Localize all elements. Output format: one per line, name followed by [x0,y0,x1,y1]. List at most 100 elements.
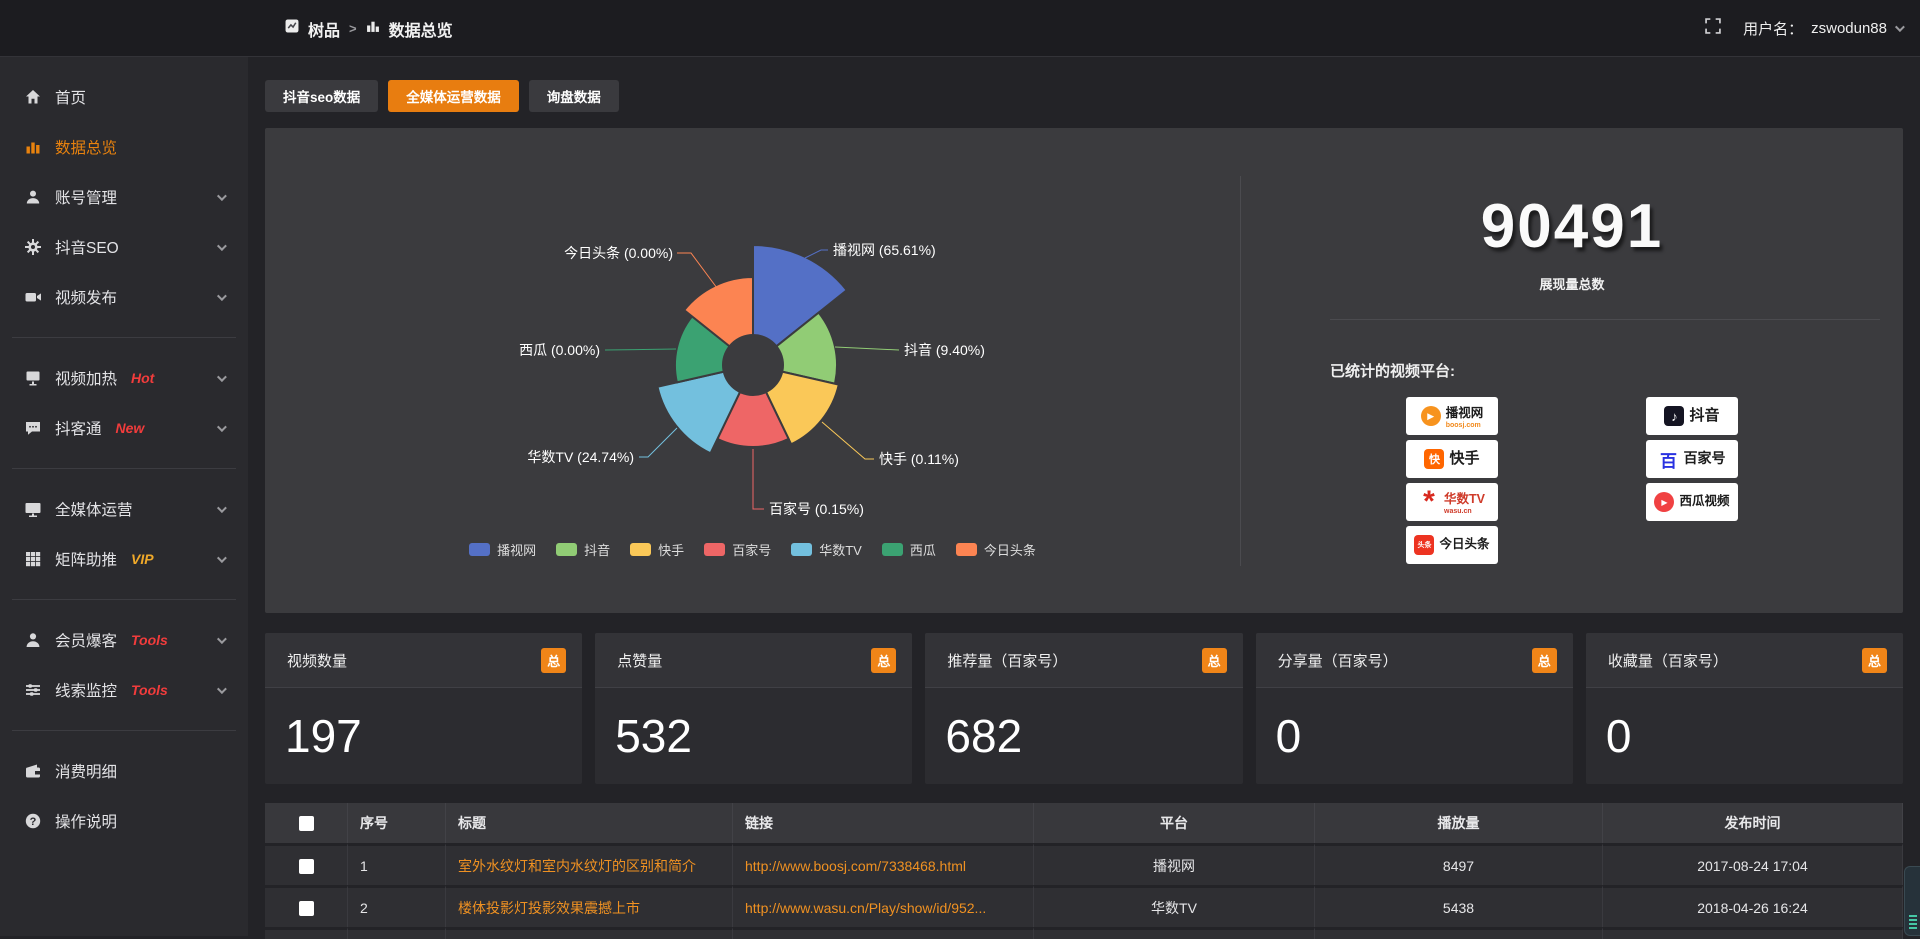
total-badge[interactable]: 总 [871,647,897,673]
sidebar-item-help[interactable]: ? 操作说明 [0,796,248,846]
user-menu[interactable]: 用户名： zswodun88 [1743,18,1905,39]
sidebar-item-media-operation[interactable]: 全媒体运营 [0,484,248,534]
platform-badge-wasu[interactable]: * 华数TV wasu.cn [1406,483,1498,521]
cell-title-link[interactable]: 楼体投影灯投影效果震撼上市 [446,885,733,927]
legend-item-xigua[interactable]: 西瓜 [881,540,936,559]
row-checkbox[interactable] [298,858,314,874]
xigua-logo-icon: ▶ [1654,492,1675,512]
divider [12,468,236,469]
leader-baijiahao [752,449,764,510]
sidebar-item-matrix-boost[interactable]: 矩阵助推 VIP [0,534,248,584]
platform-badge-baijiahao[interactable]: 百 百家号 [1646,440,1738,478]
cell-url-link[interactable]: http://www.boosj.com/7338468.html [733,843,1034,885]
sidebar-item-lead-monitor[interactable]: 线索监控 Tools [0,665,248,715]
stat-card-label: 推荐量（百家号） [947,652,1068,670]
legend-swatch [630,543,652,556]
total-badge[interactable]: 总 [1862,647,1888,673]
home-icon [24,88,42,106]
pie-label-baijiahao: 百家号 (0.15%) [769,501,864,517]
chevron-down-icon [1894,22,1905,33]
chevron-down-icon [216,290,227,301]
platform-badge-douyin[interactable]: ♪ 抖音 [1646,397,1738,435]
stat-card-value: 532 [615,710,692,762]
sidebar-item-label: 会员爆客 [55,633,118,650]
sidebar-item-account[interactable]: 账号管理 [0,172,248,222]
row-checkbox[interactable] [298,900,314,916]
leader-wasu [639,427,678,458]
data-tabs: 抖音seo数据 全媒体运营数据 询盘数据 [265,80,619,112]
top-header: 树品 > 数据总览 用户名： zswodun88 [0,0,1920,57]
platform-badge-boosj[interactable]: ▶ 播视网 boosj.com [1406,397,1498,435]
chevron-down-icon [216,683,227,694]
sidebar-item-home[interactable]: 首页 [0,72,248,122]
sidebar-item-label: 线索监控 [55,683,118,700]
stat-card-value: 0 [1275,710,1302,762]
screen-icon [24,500,42,518]
cell-title-link[interactable]: 室外水纹灯和室内水纹灯的区别和简介 [446,843,733,885]
cell-platform: 华数TV [1034,885,1315,927]
cell-url-link[interactable]: http://www.wasu.cn/Play/show/id/952... [733,885,1034,927]
leader-kuaishou [821,421,874,460]
tab-douyin-seo-data[interactable]: 抖音seo数据 [265,80,379,112]
total-badge[interactable]: 总 [1531,647,1557,673]
legend-item-douyin[interactable]: 抖音 [556,540,610,559]
breadcrumb-current[interactable]: 数据总览 [388,22,453,40]
pie-label-douyin: 抖音 (9.40%) [904,342,985,358]
svg-text:?: ? [30,816,37,828]
legend-item-wasu[interactable]: 华数TV [791,540,862,559]
breadcrumb-root[interactable]: 树品 [308,22,341,40]
overview-panel: 播视网 (65.61%) 抖音 (9.40%) 快手 (0.11%) 百家号 (… [265,128,1903,613]
pie-slice-baijiahao[interactable] [716,362,790,449]
sidebar-item-member-baoke[interactable]: 会员爆客 Tools [0,615,248,665]
sidebar-item-consumption[interactable]: 消费明细 [0,746,248,796]
sidebar-item-douketong[interactable]: 抖客通 New [0,403,248,453]
pie-slice-boosj[interactable] [752,243,849,368]
platform-badge-kuaishou[interactable]: 快 快手 [1406,440,1498,478]
stat-card-video-count: 视频数量 总 197 [265,633,583,784]
sidebar-item-video-heat[interactable]: 视频加热 Hot [0,353,248,403]
sidebar-item-label: 账号管理 [55,190,118,207]
table-row: 2 楼体投影灯投影效果震撼上市 http://www.wasu.cn/Play/… [265,885,1903,927]
col-header-time: 发布时间 [1603,803,1903,843]
legend-item-kuaishou[interactable]: 快手 [630,540,684,559]
leader-boosj [804,249,828,259]
boosj-logo-icon: ▶ [1420,406,1441,426]
pie-label-xigua: 西瓜 (0.00%) [519,342,600,358]
tab-media-operation-data[interactable]: 全媒体运营数据 [388,80,519,112]
legend-swatch [556,543,578,556]
chat-icon [24,419,42,437]
legend-item-baijiahao[interactable]: 百家号 [704,540,771,559]
stat-cards: 视频数量 总 197 点赞量 总 532 推荐量（百家号） 总 682 分享量（百家号… [265,633,1904,784]
person-icon [24,631,42,649]
breadcrumb: 树品 > 数据总览 [285,0,453,57]
stat-card-shares: 分享量（百家号） 总 0 [1255,633,1573,784]
divider [1240,176,1241,566]
username-value: zswodun88 [1811,20,1887,37]
platform-badge-toutiao[interactable]: 头条 今日头条 [1406,526,1498,564]
question-icon: ? [24,812,42,830]
total-badge[interactable]: 总 [541,647,567,673]
divider [1330,319,1880,320]
sidebar-item-label: 数据总览 [55,140,118,157]
floating-widget[interactable] [1904,866,1920,936]
platform-badges: ▶ 播视网 boosj.com ♪ 抖音 快 快手 百 百家号 * 华数TV w [1406,397,1903,564]
legend-swatch [791,543,813,556]
total-badge[interactable]: 总 [1201,647,1227,673]
select-all-checkbox[interactable] [298,816,314,832]
legend-item-boosj[interactable]: 播视网 [469,540,536,559]
divider [12,730,236,731]
sidebar-item-video-publish[interactable]: 视频发布 [0,272,248,322]
tab-inquiry-data[interactable]: 询盘数据 [528,80,619,112]
sidebar-item-douyin-seo[interactable]: 抖音SEO [0,222,248,272]
platform-badge-xigua[interactable]: ▶ 西瓜视频 [1646,483,1738,521]
cell-platform: 播视网 [1034,843,1315,885]
divider [12,599,236,600]
col-header-title: 标题 [446,803,733,843]
fullscreen-icon[interactable] [1705,18,1721,39]
pie-chart[interactable]: 播视网 (65.61%) 抖音 (9.40%) 快手 (0.11%) 百家号 (… [265,128,1240,613]
legend-item-toutiao[interactable]: 今日头条 [955,540,1036,559]
stat-card-favorites: 收藏量（百家号） 总 0 [1585,633,1904,784]
sidebar-item-data-overview[interactable]: 数据总览 [0,122,248,172]
cell-plays: 5438 [1315,885,1603,927]
pie-slice-wasu[interactable] [656,363,755,455]
